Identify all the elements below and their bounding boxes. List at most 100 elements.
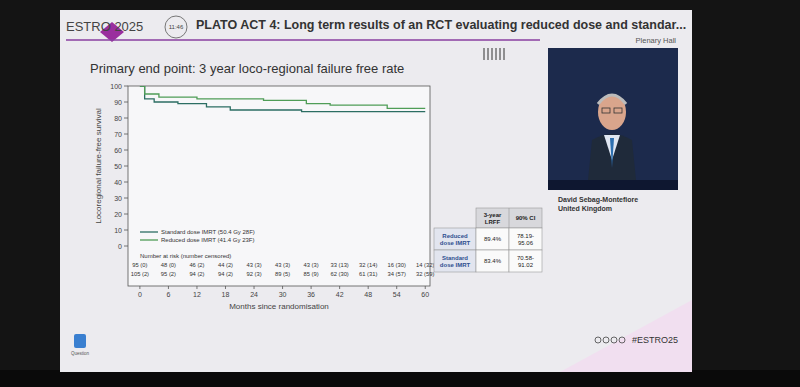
hashtag: #ESTRO25 xyxy=(632,335,678,345)
y-tick-label: 0 xyxy=(118,243,122,250)
time-badge xyxy=(165,16,187,38)
y-tick xyxy=(124,182,128,183)
speaker-country: United Kingdom xyxy=(558,205,612,213)
social-icon xyxy=(595,337,601,343)
risk-cell: 94 (2) xyxy=(189,271,204,277)
x-tick-label: 12 xyxy=(193,291,201,298)
plot-frame xyxy=(128,86,430,286)
x-tick xyxy=(425,286,426,289)
y-tick xyxy=(124,86,128,87)
y-tick-label: 10 xyxy=(114,227,122,234)
y-tick-label: 90 xyxy=(114,99,122,106)
text-line: 83.4% xyxy=(484,258,502,264)
header-bars xyxy=(488,48,489,60)
risk-cell: 43 (3) xyxy=(304,262,319,268)
header-rule xyxy=(66,39,540,41)
table-label-cell xyxy=(434,228,476,250)
risk-cell: 95 (2) xyxy=(161,271,176,277)
text-line: dose IMRT xyxy=(440,262,471,268)
x-tick-label: 48 xyxy=(364,291,372,298)
risk-cell: 85 (9) xyxy=(304,271,319,277)
speaker-hair xyxy=(598,95,626,104)
x-tick-label: 0 xyxy=(138,291,142,298)
text-line: Standard xyxy=(442,255,468,261)
header-bars xyxy=(496,48,497,60)
speaker-video xyxy=(548,48,678,190)
table-ci: 78.19-95.06 xyxy=(517,233,534,246)
slide xyxy=(60,10,692,372)
risk-cell: 89 (5) xyxy=(275,271,290,277)
text-line: 3-year xyxy=(484,212,502,218)
text-line: 91.02 xyxy=(518,262,534,268)
y-tick-label: 30 xyxy=(114,195,122,202)
table-header: 3-yearLRFF xyxy=(484,212,502,225)
table-ci: 70.58-91.02 xyxy=(517,255,534,268)
y-tick xyxy=(124,102,128,103)
y-tick-label: 70 xyxy=(114,131,122,138)
table-lrff: 83.4% xyxy=(484,258,502,264)
text-line: LRFF xyxy=(485,219,501,225)
speaker-head xyxy=(598,94,626,130)
y-tick xyxy=(124,198,128,199)
legend-swatch xyxy=(140,239,158,240)
room-floor xyxy=(0,370,800,387)
risk-cell: 16 (30) xyxy=(388,262,406,268)
x-tick xyxy=(196,286,197,289)
speaker-name: David Sebag-Montefiore xyxy=(558,196,638,204)
y-tick xyxy=(124,134,128,135)
time-text: 11:46 xyxy=(169,24,184,30)
risk-cell: 46 (2) xyxy=(189,262,204,268)
x-tick xyxy=(254,286,255,289)
x-tick-label: 30 xyxy=(279,291,287,298)
table-cell xyxy=(509,250,542,272)
y-tick xyxy=(124,214,128,215)
legend-swatch xyxy=(140,231,158,232)
table-header: 90% CI xyxy=(516,215,536,221)
text-line: dose IMRT xyxy=(440,240,471,246)
table-row-label: Reduceddose IMRT xyxy=(440,233,471,246)
header-bars xyxy=(492,48,493,60)
table-cell xyxy=(509,228,542,250)
room-text: Plenary Hall xyxy=(636,36,677,45)
table-cell xyxy=(476,250,509,272)
legend-label: Reduced dose IMRT (41.4 Gy 23F) xyxy=(161,237,255,243)
text-line: 70.58- xyxy=(517,255,534,261)
risk-cell: 48 (0) xyxy=(161,262,176,268)
table-cell xyxy=(476,228,509,250)
x-tick-label: 18 xyxy=(222,291,230,298)
social-icon xyxy=(603,337,609,343)
social-icon xyxy=(619,337,625,343)
podium xyxy=(548,180,678,190)
y-tick xyxy=(124,230,128,231)
series-group xyxy=(140,86,425,112)
risk-table-title: Number at risk (number censored) xyxy=(140,253,231,259)
x-tick xyxy=(311,286,312,289)
speaker-glasses xyxy=(614,108,622,113)
y-tick xyxy=(124,166,128,167)
risk-cell: 43 (3) xyxy=(246,262,261,268)
header-bars xyxy=(484,48,485,60)
chart-title: Primary end point: 3 year loco-regional … xyxy=(90,61,404,76)
question-label: Question xyxy=(71,351,90,356)
risk-cell: 61 (31) xyxy=(359,271,377,277)
logo-text: ESTRO 2025 xyxy=(66,19,143,34)
risk-cell: 14 (32) xyxy=(416,262,434,268)
text-line: 78.19- xyxy=(517,233,534,239)
risk-cell: 33 (13) xyxy=(330,262,348,268)
question-icon xyxy=(74,334,86,348)
risk-cell: 95 (0) xyxy=(132,262,147,268)
x-tick-label: 24 xyxy=(250,291,258,298)
y-tick xyxy=(124,118,128,119)
y-tick-label: 50 xyxy=(114,163,122,170)
x-tick-label: 60 xyxy=(421,291,429,298)
text-line: 95.06 xyxy=(518,240,534,246)
table-label-cell xyxy=(434,250,476,272)
y-axis-title: Locoregional failure-free survival xyxy=(94,108,103,224)
text-line: 90% CI xyxy=(516,215,536,221)
legend-label: Standard dose IMRT (50.4 Gy 28F) xyxy=(161,229,255,235)
header-bars xyxy=(504,48,505,60)
risk-cell: 62 (30) xyxy=(330,271,348,277)
x-tick xyxy=(282,286,283,289)
header-bars xyxy=(500,48,501,60)
y-tick xyxy=(124,150,128,151)
